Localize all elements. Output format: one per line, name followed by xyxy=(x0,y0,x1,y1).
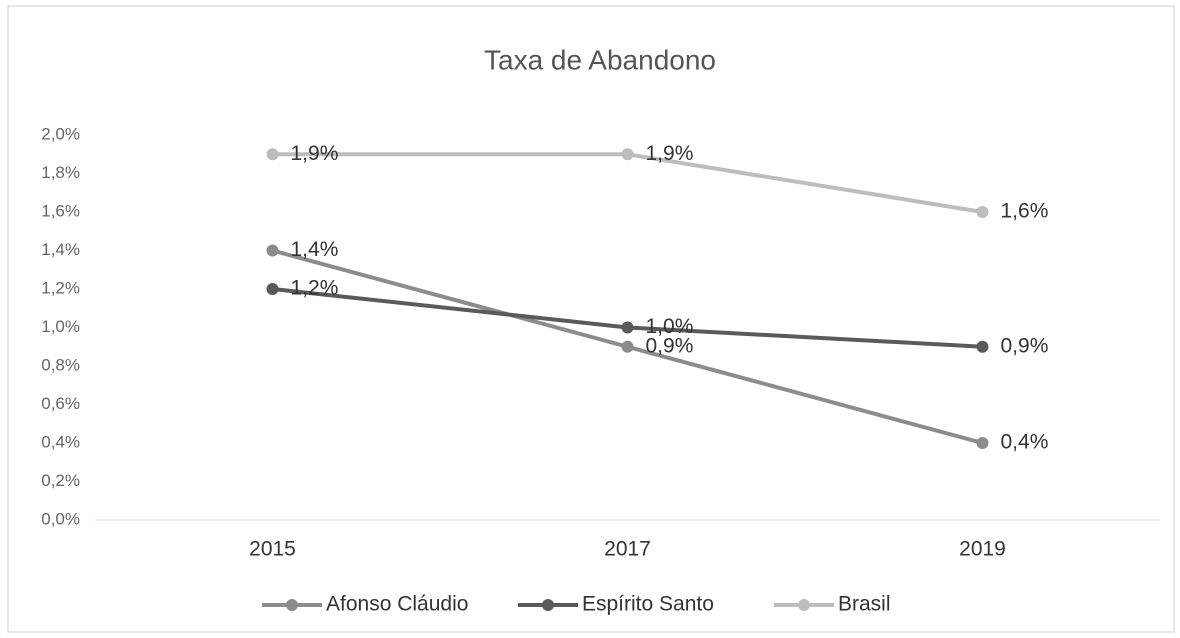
chart-title: Taxa de Abandono xyxy=(484,44,716,75)
data-label: 0,4% xyxy=(1001,431,1049,454)
y-tick-label: 1,2% xyxy=(41,278,80,297)
x-tick-label: 2019 xyxy=(959,538,1006,561)
x-tick-label: 2015 xyxy=(249,538,296,561)
point-marker xyxy=(266,148,279,161)
data-label: 1,0% xyxy=(646,315,694,338)
y-tick-label: 0,6% xyxy=(41,394,80,413)
legend-marker xyxy=(286,599,298,611)
y-tick-label: 0,0% xyxy=(41,509,80,528)
y-tick-label: 2,0% xyxy=(41,124,80,143)
point-marker xyxy=(621,340,634,353)
data-label: 1,6% xyxy=(1001,200,1049,223)
data-label: 1,4% xyxy=(291,238,339,261)
legend-label: Brasil xyxy=(838,593,891,616)
chart-frame xyxy=(7,5,1175,633)
point-marker xyxy=(976,206,989,218)
data-label: 1,2% xyxy=(291,277,339,300)
y-tick-label: 1,8% xyxy=(41,163,80,182)
point-marker xyxy=(266,283,279,295)
point-marker xyxy=(976,340,989,353)
point-marker xyxy=(621,321,634,334)
y-tick-label: 1,4% xyxy=(41,240,80,259)
y-tick-label: 1,0% xyxy=(41,317,80,336)
data-label: 0,9% xyxy=(1001,334,1049,357)
y-tick-label: 0,4% xyxy=(41,432,80,451)
legend-marker xyxy=(542,599,554,611)
point-marker xyxy=(621,148,634,161)
point-marker xyxy=(266,244,279,257)
legend-label: Afonso Cláudio xyxy=(326,593,468,616)
data-label: 1,9% xyxy=(291,142,339,165)
data-label: 1,9% xyxy=(646,142,694,165)
x-tick-label: 2017 xyxy=(604,538,651,561)
y-tick-label: 0,2% xyxy=(41,471,80,490)
legend-label: Espírito Santo xyxy=(582,593,714,616)
legend-marker xyxy=(798,599,810,611)
point-marker xyxy=(976,437,989,449)
y-tick-label: 1,6% xyxy=(41,201,80,220)
y-tick-label: 0,8% xyxy=(41,355,80,374)
data-label: 0,9% xyxy=(646,334,694,357)
